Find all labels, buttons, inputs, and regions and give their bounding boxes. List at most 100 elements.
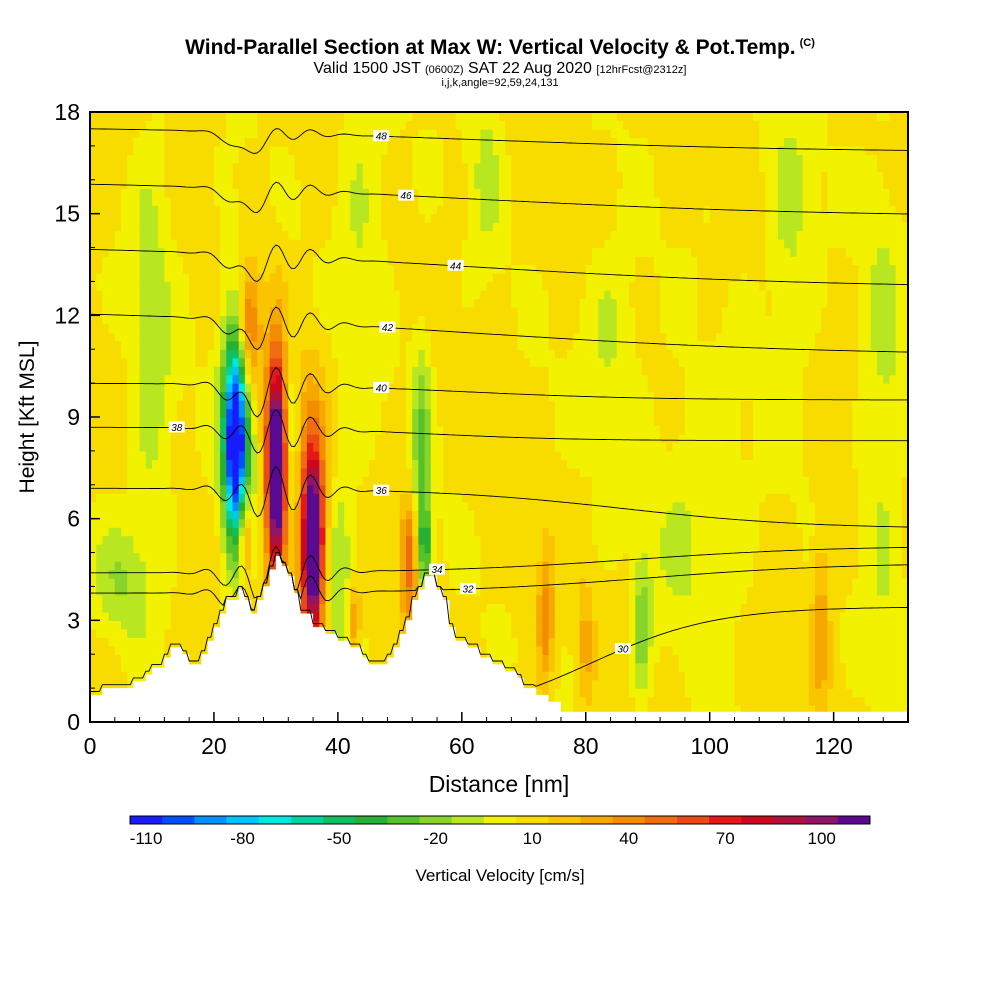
velocity-cell bbox=[368, 332, 376, 342]
velocity-cell bbox=[337, 476, 345, 486]
velocity-cell bbox=[474, 120, 481, 130]
velocity-cell bbox=[449, 145, 457, 155]
velocity-cell bbox=[251, 306, 258, 316]
velocity-cell bbox=[269, 467, 277, 477]
velocity-cell bbox=[344, 230, 351, 240]
velocity-cell bbox=[430, 493, 438, 503]
velocity-cell bbox=[145, 484, 153, 494]
velocity-cell bbox=[189, 518, 196, 528]
velocity-cell bbox=[108, 383, 116, 393]
velocity-cell bbox=[368, 112, 376, 122]
velocity-cell bbox=[424, 425, 432, 435]
velocity-cell bbox=[213, 467, 221, 477]
velocity-cell bbox=[96, 188, 103, 198]
velocity-cell bbox=[158, 222, 165, 232]
velocity-cell bbox=[114, 501, 122, 511]
velocity-cell bbox=[176, 196, 184, 206]
velocity-cell bbox=[387, 154, 395, 164]
velocity-cell bbox=[337, 603, 345, 613]
velocity-cell bbox=[300, 154, 308, 164]
velocity-cell bbox=[257, 120, 265, 130]
velocity-cell bbox=[486, 179, 494, 189]
velocity-cell bbox=[275, 400, 283, 410]
velocity-cell bbox=[492, 171, 500, 181]
velocity-cell bbox=[313, 383, 320, 393]
velocity-cell bbox=[313, 112, 320, 122]
velocity-cell bbox=[337, 611, 345, 621]
velocity-cell bbox=[263, 467, 271, 477]
velocity-cell bbox=[393, 535, 401, 545]
velocity-cell bbox=[381, 425, 389, 435]
velocity-cell bbox=[152, 179, 159, 189]
velocity-cell bbox=[189, 400, 196, 410]
velocity-cell bbox=[145, 425, 153, 435]
velocity-cell bbox=[474, 366, 481, 376]
velocity-cell bbox=[381, 476, 389, 486]
velocity-cell bbox=[350, 476, 358, 486]
velocity-cell bbox=[486, 391, 494, 401]
velocity-cell bbox=[207, 400, 215, 410]
velocity-cell bbox=[424, 501, 432, 511]
velocity-cell bbox=[90, 561, 97, 571]
velocity-cell bbox=[362, 501, 370, 511]
velocity-cell bbox=[424, 400, 432, 410]
velocity-cell bbox=[319, 501, 327, 511]
velocity-cell bbox=[418, 433, 426, 443]
velocity-cell bbox=[133, 459, 141, 469]
velocity-cell bbox=[238, 179, 246, 189]
velocity-cell bbox=[244, 501, 252, 511]
velocity-cell bbox=[139, 510, 147, 520]
velocity-cell bbox=[375, 594, 382, 604]
velocity-cell bbox=[443, 340, 450, 350]
velocity-cell bbox=[375, 510, 382, 520]
velocity-cell bbox=[257, 552, 265, 562]
velocity-cell bbox=[461, 569, 469, 579]
velocity-cell bbox=[393, 459, 401, 469]
velocity-cell bbox=[102, 332, 110, 342]
velocity-cell bbox=[455, 112, 463, 122]
velocity-cell bbox=[158, 467, 165, 477]
velocity-cell bbox=[189, 620, 196, 630]
velocity-cell bbox=[257, 578, 265, 588]
velocity-cell bbox=[406, 289, 413, 299]
velocity-cell bbox=[362, 374, 370, 384]
velocity-cell bbox=[269, 213, 277, 223]
velocity-cell bbox=[145, 383, 153, 393]
velocity-cell bbox=[244, 586, 252, 596]
velocity-cell bbox=[375, 552, 382, 562]
velocity-cell bbox=[443, 425, 450, 435]
velocity-cell bbox=[331, 383, 339, 393]
velocity-cell bbox=[356, 366, 364, 376]
velocity-cell bbox=[306, 603, 314, 613]
velocity-cell bbox=[505, 408, 512, 418]
velocity-cell bbox=[418, 417, 426, 427]
velocity-cell bbox=[238, 205, 246, 215]
velocity-cell bbox=[263, 273, 271, 283]
velocity-cell bbox=[139, 137, 147, 147]
velocity-cell bbox=[461, 544, 469, 554]
velocity-cell bbox=[437, 357, 444, 367]
velocity-cell bbox=[461, 179, 469, 189]
velocity-cell bbox=[127, 247, 134, 257]
velocity-cell bbox=[158, 247, 165, 257]
velocity-cell bbox=[294, 188, 302, 198]
velocity-cell bbox=[189, 256, 196, 266]
velocity-cell bbox=[121, 120, 128, 130]
velocity-cell bbox=[461, 535, 469, 545]
velocity-cell bbox=[381, 315, 389, 325]
velocity-cell bbox=[412, 450, 419, 460]
velocity-cell bbox=[492, 222, 500, 232]
velocity-cell bbox=[294, 527, 302, 537]
velocity-cell bbox=[139, 450, 147, 460]
velocity-cell bbox=[362, 306, 370, 316]
velocity-cell bbox=[257, 467, 265, 477]
velocity-cell bbox=[96, 298, 103, 308]
velocity-cell bbox=[368, 400, 376, 410]
velocity-cell bbox=[170, 213, 178, 223]
velocity-cell bbox=[418, 527, 426, 537]
velocity-cell bbox=[443, 459, 450, 469]
velocity-cell bbox=[257, 459, 265, 469]
velocity-cell bbox=[511, 561, 519, 571]
velocity-cell bbox=[145, 501, 153, 511]
velocity-cell bbox=[356, 145, 364, 155]
